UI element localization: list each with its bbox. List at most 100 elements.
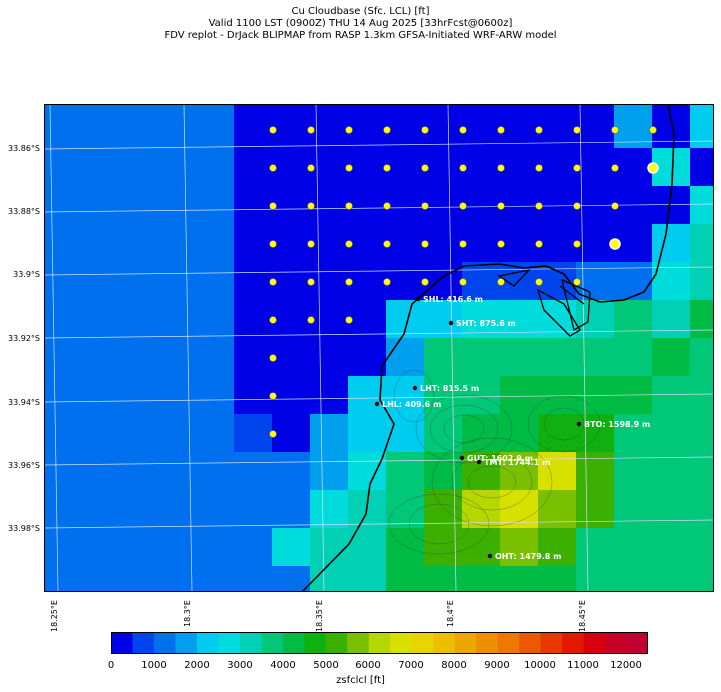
colorbar-swatch — [153, 632, 176, 654]
site-label: OHT: 1479.8 m — [495, 552, 562, 561]
forecast-point — [421, 126, 429, 134]
lon-label: 18.35°E — [315, 600, 324, 632]
lat-label: 33.92°S — [8, 334, 40, 343]
forecast-point — [573, 278, 581, 286]
colorbar-swatch — [347, 632, 370, 654]
colorbar-swatch — [519, 632, 541, 654]
lat-label: 33.96°S — [8, 461, 40, 470]
colorbar-swatch — [411, 632, 434, 654]
site-marker[interactable] — [412, 385, 418, 391]
colorbar-swatch — [261, 632, 284, 654]
terrain-contours — [388, 369, 601, 555]
map-panel[interactable]: SHL: 416.6 m SHT: 875.6 m LHT: 815.5 m LHL:… — [44, 104, 714, 592]
forecast-point — [459, 126, 467, 134]
forecast-point — [269, 278, 277, 286]
forecast-point — [345, 126, 353, 134]
colorbar-swatch — [282, 632, 305, 654]
colorbar-swatch — [304, 632, 327, 654]
forecast-point — [421, 240, 429, 248]
forecast-point-highlight — [647, 162, 659, 174]
site-marker[interactable] — [459, 455, 465, 461]
site-marker[interactable] — [476, 459, 482, 465]
site-label: SHT: 875.6 m — [456, 319, 516, 328]
colorbar-swatch — [454, 632, 477, 654]
colorbar-tick-label: 0 — [107, 660, 115, 671]
forecast-point — [307, 278, 315, 286]
colorbar-swatch — [218, 632, 241, 654]
forecast-point — [497, 164, 505, 172]
colorbar-swatch — [540, 632, 563, 654]
forecast-point — [535, 202, 543, 210]
forecast-point — [459, 164, 467, 172]
site-marker[interactable] — [487, 553, 493, 559]
colorbar-swatch — [111, 632, 133, 654]
forecast-point — [345, 202, 353, 210]
forecast-point — [383, 240, 391, 248]
forecast-point — [573, 202, 581, 210]
lat-lon-gridlines — [44, 104, 714, 592]
colorbar-tick-label: 7000 — [398, 660, 424, 671]
forecast-point — [269, 202, 277, 210]
lat-label: 33.9°S — [13, 270, 40, 279]
forecast-point — [649, 126, 657, 134]
site-markers: SHL: 416.6 m SHT: 875.6 m LHT: 815.5 m LHL:… — [374, 295, 650, 561]
site-label: GUT: 1602.9 m — [467, 454, 533, 463]
site-label: LHL: 409.6 m — [382, 400, 441, 409]
forecast-point — [269, 354, 277, 362]
site-label: LHT: 815.5 m — [420, 384, 479, 393]
forecast-point — [421, 164, 429, 172]
coastline-path — [301, 104, 675, 592]
colorbar-tick-label: 1000 — [141, 660, 167, 671]
lon-label: 18.4°E — [446, 600, 455, 627]
forecast-point — [459, 278, 467, 286]
colorbar-swatch — [626, 632, 648, 654]
site-marker[interactable] — [415, 296, 421, 302]
forecast-point — [345, 316, 353, 324]
forecast-points — [269, 126, 659, 438]
lat-label: 33.98°S — [8, 524, 40, 533]
colorbar-frame — [111, 632, 648, 654]
forecast-point — [307, 164, 315, 172]
site-label: BTO: 1598.9 m — [584, 420, 650, 429]
colorbar-tick-label: 8000 — [441, 660, 467, 671]
forecast-point — [535, 278, 543, 286]
forecast-point — [421, 202, 429, 210]
forecast-point — [269, 430, 277, 438]
colorbar-swatch — [562, 632, 584, 654]
coastline — [301, 104, 675, 592]
forecast-point — [459, 240, 467, 248]
forecast-point — [269, 164, 277, 172]
colorbar-tick-label: 10000 — [524, 660, 556, 671]
forecast-point — [345, 278, 353, 286]
lat-label: 33.88°S — [8, 207, 40, 216]
map-frame — [44, 104, 714, 592]
forecast-point — [573, 240, 581, 248]
colorbar-label: zsfclcl [ft] — [336, 675, 385, 686]
forecast-point — [497, 240, 505, 248]
forecast-point — [269, 240, 277, 248]
colorbar-swatch — [196, 632, 219, 654]
forecast-point — [383, 164, 391, 172]
forecast-point — [345, 164, 353, 172]
forecast-point — [535, 240, 543, 248]
forecast-point — [269, 316, 277, 324]
forecast-point — [573, 164, 581, 172]
colorbar-swatch — [325, 632, 348, 654]
colorbar-tick-label: 2000 — [184, 660, 210, 671]
site-marker[interactable] — [374, 401, 380, 407]
forecast-point — [573, 126, 581, 134]
forecast-point — [497, 126, 505, 134]
colorbar-tick-label: 12000 — [610, 660, 642, 671]
site-marker[interactable] — [576, 421, 582, 427]
colorbar-swatch — [476, 632, 499, 654]
forecast-point — [383, 202, 391, 210]
colorbar-swatch — [175, 632, 198, 654]
lat-label: 33.94°S — [8, 398, 40, 407]
forecast-point-highlight — [609, 238, 621, 250]
colorbar-swatch — [605, 632, 627, 654]
forecast-point — [459, 202, 467, 210]
site-marker[interactable] — [448, 320, 454, 326]
forecast-point — [421, 278, 429, 286]
colorbar-swatch — [368, 632, 391, 654]
forecast-point — [383, 126, 391, 134]
